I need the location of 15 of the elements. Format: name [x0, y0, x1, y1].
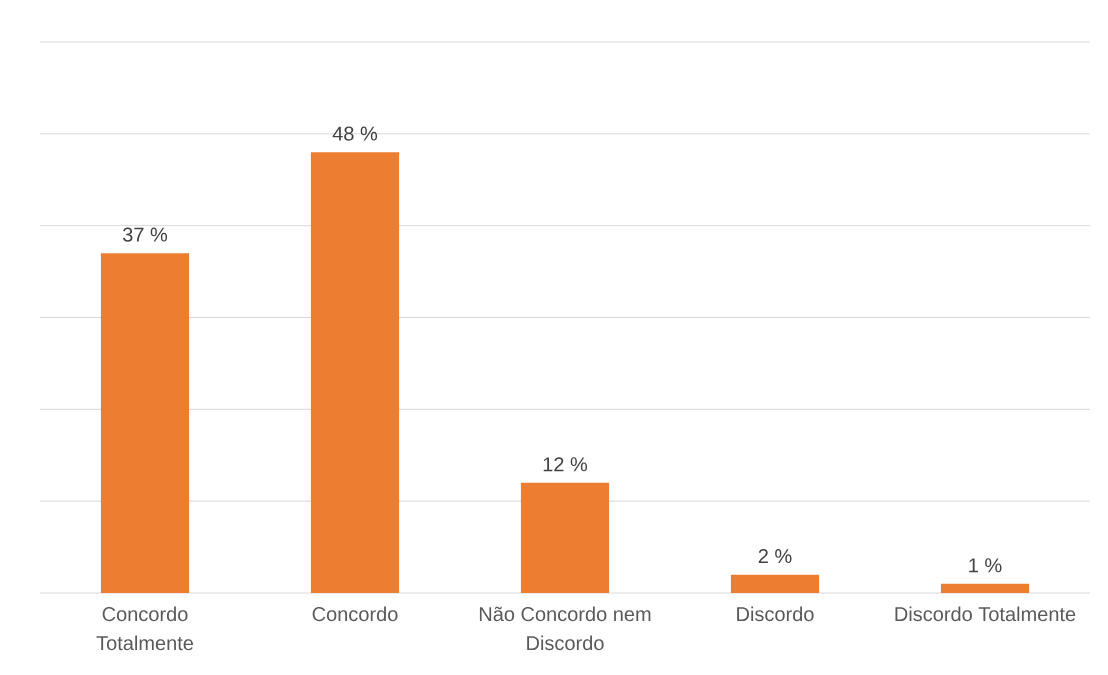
data-label: 2 % [758, 549, 792, 564]
data-label: 1 % [969, 558, 1002, 573]
x-tick-label: Não Concordo nem Discordo [479, 606, 651, 651]
data-label: 37 % [122, 227, 168, 242]
bar [520, 482, 610, 593]
x-tick-label: Concordo Totalmente [96, 606, 194, 651]
data-label: 48 % [332, 126, 378, 141]
x-tick-label: Concordo [312, 606, 398, 622]
bar [100, 253, 190, 593]
bar [310, 152, 400, 593]
x-tick-label: Discordo Totalmente [895, 606, 1076, 622]
bar [730, 574, 820, 593]
data-label: 12 % [543, 457, 588, 472]
bar [940, 583, 1030, 593]
x-tick-label: Discordo [737, 606, 814, 622]
